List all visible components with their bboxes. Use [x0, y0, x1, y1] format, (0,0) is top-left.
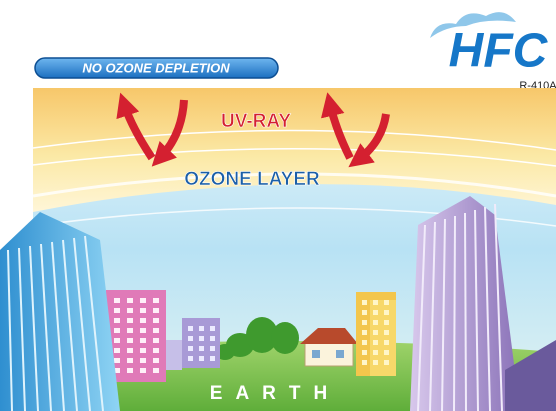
window [114, 328, 120, 333]
window [140, 368, 146, 373]
window [384, 350, 389, 355]
window [114, 298, 120, 303]
window [153, 318, 159, 323]
window [188, 326, 193, 331]
window [153, 358, 159, 363]
window [127, 348, 133, 353]
window [362, 340, 367, 345]
window [140, 348, 146, 353]
window [127, 358, 133, 363]
window [373, 330, 378, 335]
window [127, 328, 133, 333]
tower-stripe [465, 213, 466, 411]
ozone-layer-label: OZONE LAYER [184, 169, 320, 190]
window [114, 348, 120, 353]
window [188, 336, 193, 341]
window [127, 298, 133, 303]
window [140, 308, 146, 313]
window [153, 348, 159, 353]
window [362, 300, 367, 305]
window [362, 320, 367, 325]
tower-stripe [454, 216, 455, 411]
window [384, 300, 389, 305]
window [373, 350, 378, 355]
window [199, 336, 204, 341]
window [210, 356, 215, 361]
window [114, 358, 120, 363]
window [210, 326, 215, 331]
uv-ray-label: UV-RAY [221, 111, 291, 132]
window [373, 310, 378, 315]
window [114, 338, 120, 343]
window [199, 326, 204, 331]
logo-title: HFC [449, 25, 549, 78]
window [384, 320, 389, 325]
window [114, 318, 120, 323]
illustration: NO OZONE DEPLETION HFC R-410A UV-RAY OZO… [0, 0, 556, 411]
window [362, 350, 367, 355]
window [188, 356, 193, 361]
window [153, 298, 159, 303]
window [114, 308, 120, 313]
window [199, 346, 204, 351]
window [210, 336, 215, 341]
earth-label: EARTH [210, 383, 340, 404]
window [373, 360, 378, 365]
window [384, 330, 389, 335]
window [199, 356, 204, 361]
window [140, 318, 146, 323]
window [362, 360, 367, 365]
window [362, 330, 367, 335]
window [127, 308, 133, 313]
window [140, 338, 146, 343]
window [384, 340, 389, 345]
window [153, 308, 159, 313]
window [373, 340, 378, 345]
window [210, 346, 215, 351]
window [140, 358, 146, 363]
window [140, 298, 146, 303]
window [384, 360, 389, 365]
window [373, 300, 378, 305]
window [153, 328, 159, 333]
window [362, 310, 367, 315]
window [127, 368, 133, 373]
window [188, 346, 193, 351]
badge-text: NO OZONE DEPLETION [82, 60, 230, 75]
window [127, 338, 133, 343]
window [153, 368, 159, 373]
window [373, 320, 378, 325]
window [153, 338, 159, 343]
window [127, 318, 133, 323]
window [384, 310, 389, 315]
window [140, 328, 146, 333]
